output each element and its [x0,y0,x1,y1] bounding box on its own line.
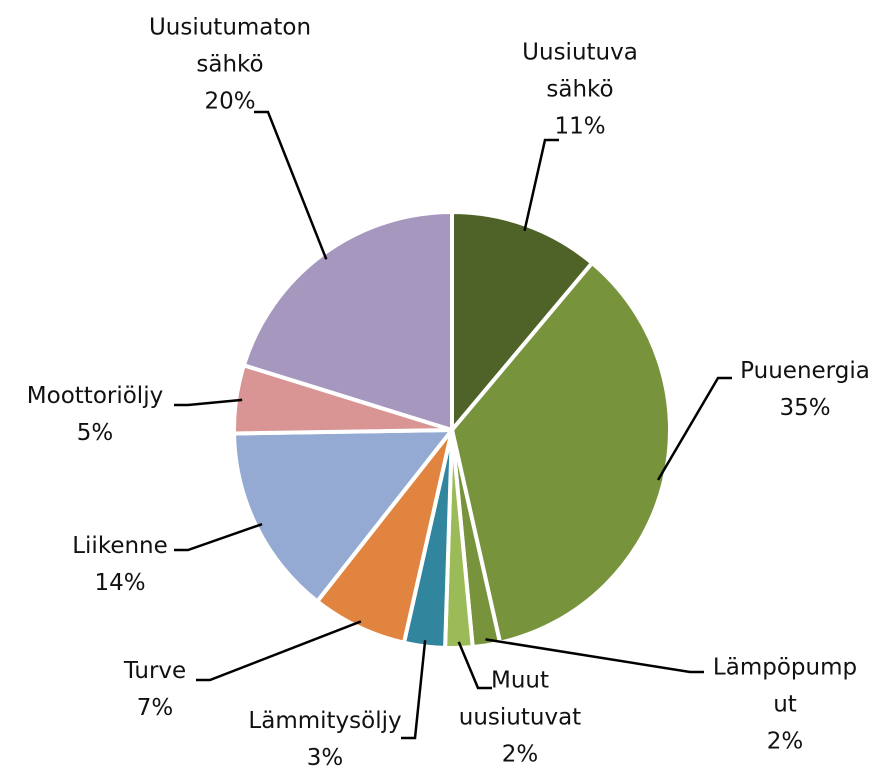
category-label: Moottoriöljy [26,383,164,409]
leader-line [254,110,328,260]
value-label: 2% [501,741,539,768]
value-label: 7% [136,695,174,721]
slice-label: Liikenne 14% [50,528,190,602]
category-label: Muut uusiutuvat [458,667,582,731]
category-label: Puuenergia [740,358,870,384]
leader-line [457,641,492,690]
value-label: 14% [94,570,146,596]
category-label: Liikenne [72,533,168,559]
value-label: 3% [306,745,344,771]
value-label: 20% [204,88,256,115]
slice-label: Muut uusiutuvat 2% [450,663,590,774]
value-label: 11% [554,113,606,140]
leader-line [656,376,732,481]
value-label: 5% [76,420,114,446]
leader-line [196,620,362,682]
value-label: 2% [766,728,804,755]
category-label: Turve [123,658,187,684]
slice-label: Uusiutuva sähkö 11% [505,35,655,146]
slice-label: Uusiutumaton sähkö 20% [143,10,318,121]
category-label: Lämpöpumput [712,654,858,718]
slice-label: Turve 7% [95,653,215,727]
slice-label: Puuenergia 35% [720,353,883,427]
category-label: Uusiutuva sähkö [522,39,638,103]
slice-label: Moottoriöljy 5% [0,378,190,452]
pie-slice [241,209,454,433]
leader-line [401,640,427,740]
category-label: Lämmitysöljy [248,708,402,734]
slice-label: Lämpöpumput 2% [710,650,860,761]
leader-line [174,398,243,407]
leader-line [523,138,559,232]
category-label: Uusiutumaton sähkö [148,14,312,78]
pie-slice [449,260,672,646]
value-label: 35% [779,395,831,421]
leader-line [174,522,263,552]
slice-label: Lämmitysöljy 3% [230,703,420,777]
leader-line [485,638,704,674]
